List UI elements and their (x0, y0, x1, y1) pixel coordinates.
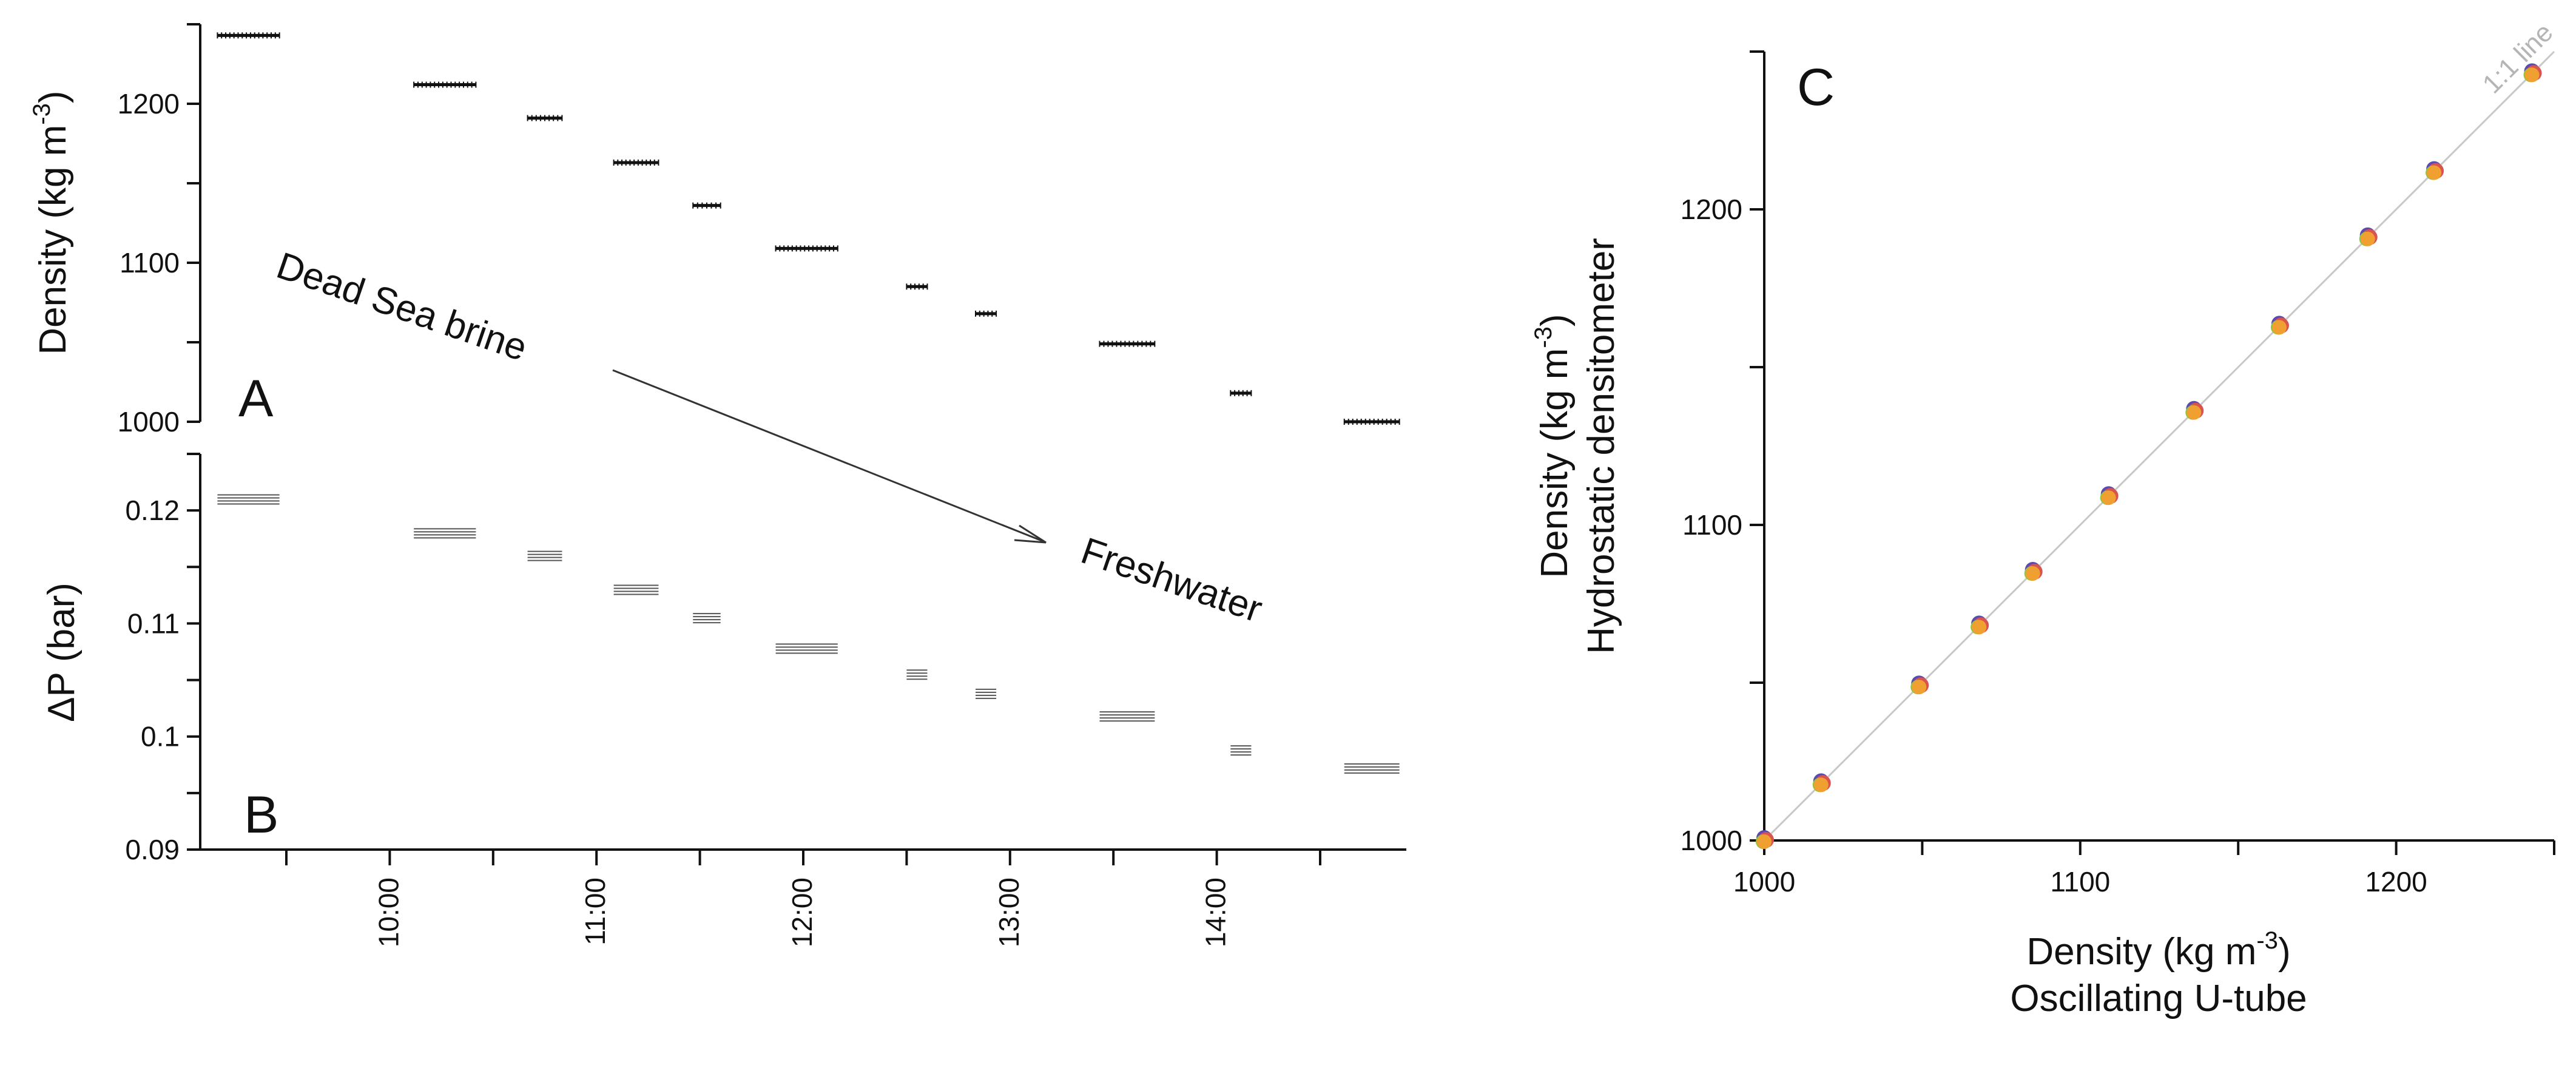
pressure-measurement-group (976, 688, 997, 699)
density-measurement-group (906, 283, 928, 290)
density-measurement-group (775, 245, 838, 252)
pressure-measurement-group (906, 669, 928, 680)
panel-c-label: C (1797, 58, 1835, 117)
pressure-measurement-group (414, 528, 476, 539)
densitometer-comparison-point (2359, 227, 2378, 246)
panel-c-marks (1756, 63, 2542, 849)
pressure-measurement-group (1099, 711, 1155, 722)
panel-c-x-tick-label: 1100 (2050, 866, 2110, 898)
panel-a-y-tick-label: 1000 (118, 406, 180, 438)
panel-b-marks (217, 494, 1400, 774)
density-measurement-group (413, 81, 477, 88)
densitometer-comparison-point (1971, 615, 1989, 635)
panel-b-x-tick-label: 10:00 (373, 877, 404, 947)
panel-c-y-tick-label: 1100 (1682, 509, 1742, 541)
panel-c-y-tick-label: 1000 (1681, 825, 1742, 856)
densitometer-comparison-point (1910, 675, 1929, 695)
panel-b-label: B (244, 786, 278, 844)
panel-c-y-title-line1: Density (kg m-3) (1530, 314, 1576, 578)
trend-arrow-line (612, 369, 1045, 543)
panel-b-x-tick-label: 11:00 (579, 877, 611, 945)
panel-c-x-title-line1: Density (kg m-3) (2026, 927, 2290, 973)
panel-c-y-tick-label: 1200 (1681, 194, 1742, 225)
density-measurement-group (1099, 340, 1156, 347)
panel-b-y-ticks: 0.09 0.1 0.11 0.12 (125, 453, 200, 865)
densitometer-comparison-point (2024, 562, 2043, 581)
trend-arrow-head (1014, 524, 1047, 544)
freshwater-label: Freshwater (1076, 530, 1267, 631)
dead-sea-brine-label: Dead Sea brine (271, 245, 532, 370)
trend-annotation: Dead Sea brine Freshwater (271, 245, 1267, 631)
panel-a: 1000 1100 1200 A Density (kg m-3) (29, 23, 1400, 438)
panel-a-y-ticks: 1000 1100 1200 (118, 23, 200, 438)
densitometer-comparison-point (1812, 773, 1831, 793)
panel-b: 0.09 0.1 0.11 0.12 10:00 11:00 12:00 13:00 14:0… (41, 453, 1406, 947)
panel-a-label: A (238, 370, 274, 428)
panel-a-marks (217, 32, 1400, 425)
densitometer-comparison-point (2426, 161, 2444, 180)
panel-b-y-tick-label: 0.09 (125, 834, 180, 865)
pressure-measurement-group (693, 613, 721, 624)
density-measurement-group (217, 32, 280, 39)
density-measurement-group (1343, 419, 1400, 425)
panel-c-y-ticks: 1000 1100 1200 (1681, 50, 1764, 856)
panel-b-x-tick-label: 14:00 (1200, 877, 1232, 947)
density-measurement-group (527, 115, 563, 121)
panel-b-y-title: ΔP (bar) (41, 583, 83, 722)
one-to-one-line (1763, 50, 2555, 842)
panel-c-y-title-line2: Hydrostatic densitometer (1580, 238, 1622, 654)
densitometer-comparison-point (2523, 63, 2542, 83)
pressure-measurement-group (527, 550, 562, 561)
densitometer-comparison-point (1756, 830, 1774, 849)
pressure-measurement-group (1344, 763, 1400, 774)
density-measurement-group (1230, 390, 1252, 396)
panel-c-x-ticks: 1000 1100 1200 (1733, 840, 2555, 898)
pressure-measurement-group (775, 643, 838, 654)
panel-a-y-tick-label: 1100 (120, 247, 180, 279)
panel-b-y-tick-label: 0.12 (125, 495, 180, 526)
panel-b-y-tick-label: 0.11 (127, 607, 180, 639)
pressure-measurement-group (613, 584, 659, 595)
densitometer-comparison-point (2270, 316, 2289, 335)
panel-a-y-title: Density (kg m-3) (29, 90, 74, 354)
panel-c-x-tick-label: 1200 (2365, 866, 2427, 898)
density-measurement-group (692, 202, 721, 209)
density-measurement-group (975, 310, 997, 317)
density-measurement-group (613, 159, 659, 166)
panel-b-x-ticks: 10:00 11:00 12:00 13:00 14:00 (285, 850, 1321, 947)
densitometer-comparison-point (2185, 401, 2204, 420)
panel-b-y-tick-label: 0.1 (141, 721, 180, 752)
panel-c-x-title-line2: Oscillating U-tube (2010, 978, 2307, 1019)
panel-b-x-tick-label: 13:00 (993, 877, 1025, 947)
pressure-measurement-group (1230, 745, 1252, 756)
densitometer-comparison-point (2100, 486, 2119, 505)
pressure-measurement-group (217, 494, 280, 505)
panel-c-x-tick-label: 1000 (1733, 866, 1795, 898)
panel-b-x-tick-label: 12:00 (786, 877, 818, 947)
panel-a-y-tick-label: 1200 (118, 88, 180, 120)
